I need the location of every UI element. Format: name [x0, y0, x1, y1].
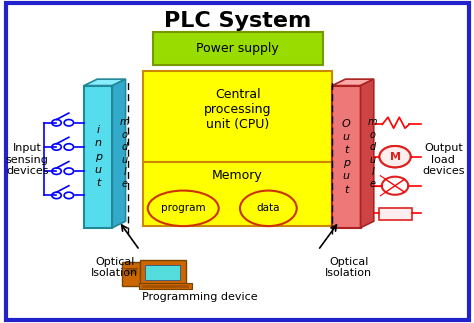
FancyBboxPatch shape — [140, 260, 186, 284]
Ellipse shape — [148, 191, 219, 226]
Text: Memory: Memory — [212, 169, 263, 182]
FancyBboxPatch shape — [146, 265, 181, 280]
Text: Optical
Isolation: Optical Isolation — [91, 257, 138, 278]
FancyBboxPatch shape — [84, 86, 112, 228]
Text: Optical
Isolation: Optical Isolation — [325, 257, 372, 278]
Text: Power supply: Power supply — [196, 42, 279, 55]
FancyBboxPatch shape — [153, 32, 323, 65]
Text: M: M — [390, 152, 401, 162]
FancyBboxPatch shape — [143, 162, 332, 226]
Text: Output
load
devices: Output load devices — [422, 143, 465, 176]
Polygon shape — [112, 79, 126, 228]
Text: m
o
d
u
l
e: m o d u l e — [120, 118, 129, 189]
FancyBboxPatch shape — [122, 262, 140, 286]
FancyBboxPatch shape — [139, 283, 192, 289]
Polygon shape — [332, 79, 374, 86]
Polygon shape — [84, 79, 126, 86]
FancyBboxPatch shape — [126, 269, 136, 273]
Text: Central
processing
unit (CPU): Central processing unit (CPU) — [204, 88, 272, 130]
Text: data: data — [256, 203, 280, 213]
FancyBboxPatch shape — [143, 71, 332, 162]
Text: O
u
t
p
u
t: O u t p u t — [342, 119, 351, 195]
Text: PLC System: PLC System — [164, 11, 311, 31]
Text: m
o
d
u
l
e: m o d u l e — [368, 118, 378, 189]
FancyBboxPatch shape — [379, 208, 411, 220]
Text: program: program — [161, 203, 206, 213]
Ellipse shape — [240, 191, 297, 226]
Text: Input
sensing
devices: Input sensing devices — [6, 143, 49, 176]
Polygon shape — [361, 79, 374, 228]
FancyBboxPatch shape — [332, 86, 361, 228]
Text: Programming device: Programming device — [142, 292, 257, 302]
Circle shape — [380, 146, 410, 167]
Text: i
n
p
u
t: i n p u t — [95, 125, 102, 188]
